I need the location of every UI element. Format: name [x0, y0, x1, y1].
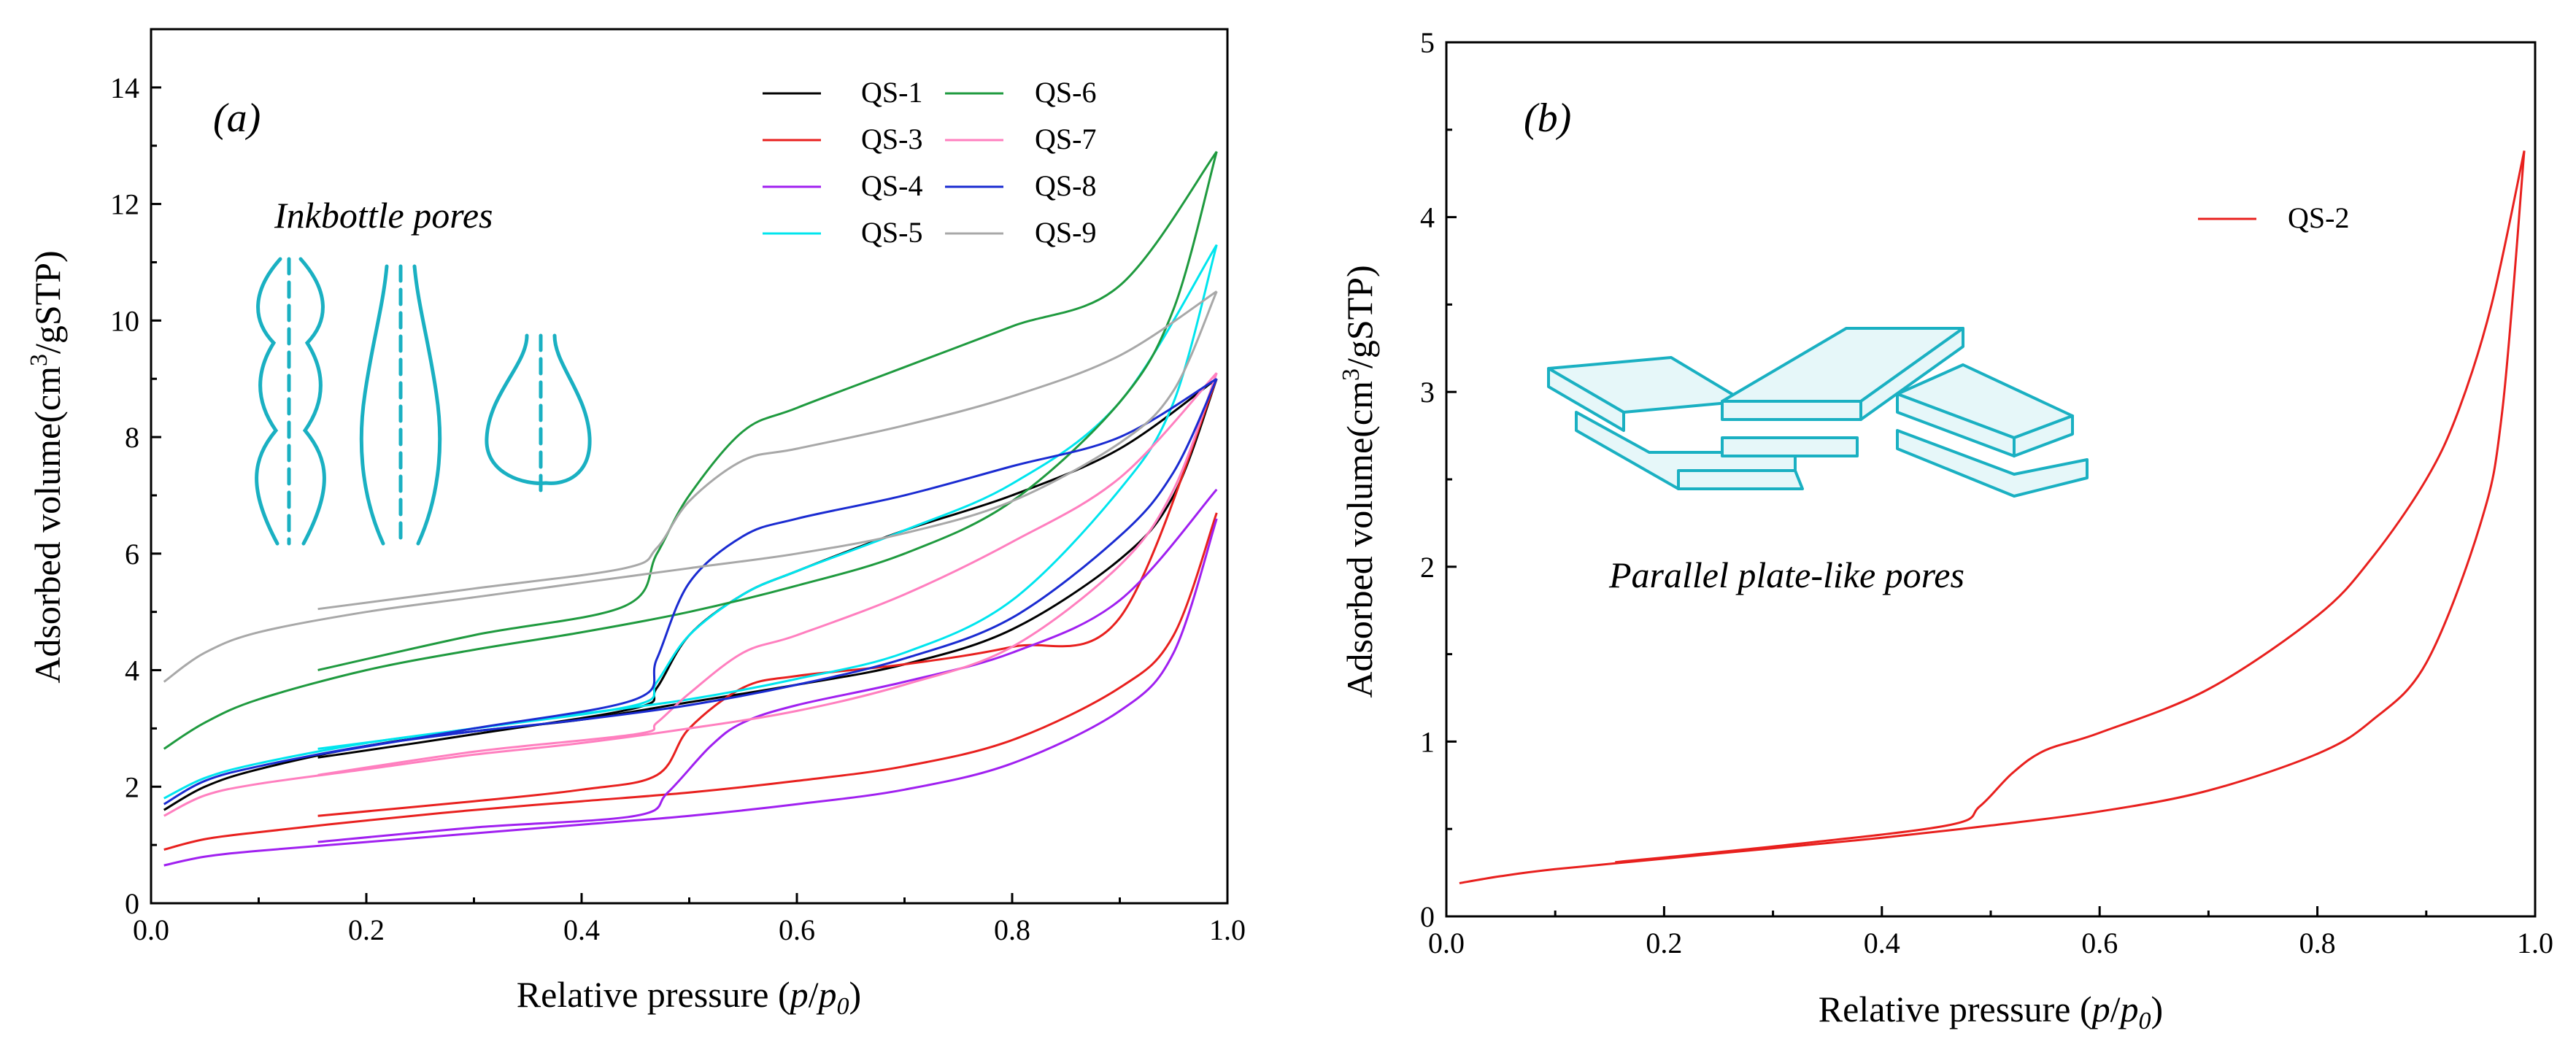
series-qs-4-desorption-line: [317, 488, 1218, 843]
x-tick-label: 1.0: [1209, 913, 1246, 946]
legend-label-qs-6: QS-6: [1035, 76, 1096, 109]
series-qs-9-desorption-line: [317, 290, 1218, 611]
x-tick-label: 0.6: [2081, 927, 2118, 959]
panel-b: 0.0 0.2 0.4 0.6 0.8 1.0 0 1 2 3 4 5 QS-2 (b) Parall…: [1338, 26, 2553, 1035]
x-tick-label: 0.8: [2299, 927, 2336, 959]
series-qs-4-adsorption-line: [163, 518, 1218, 867]
x-tick-label: 0.6: [779, 913, 815, 946]
x-tick-label: 0.0: [133, 913, 169, 946]
x-tick-label: 0.2: [1646, 927, 1682, 959]
x-tick-label: 0.4: [563, 913, 600, 946]
y-tick-label: 10: [110, 304, 139, 337]
series-qs-9-adsorption-line: [163, 290, 1218, 683]
panel-b-axes: 0.0 0.2 0.4 0.6 0.8 1.0 0 1 2 3 4 5: [1420, 26, 2553, 959]
x-tick-label: 0.8: [994, 913, 1030, 946]
panel-b-xlabel: Relative pressure (p/p0): [1819, 989, 2163, 1035]
panel-b-annotation: Parallel plate-like pores: [1608, 554, 1964, 595]
panel-b-ylabel: Adsorbed volume(cm3/gSTP): [1338, 265, 1380, 697]
panel-a-annotation: Inkbottle pores: [274, 195, 493, 236]
series-qs-5-desorption-line: [317, 244, 1218, 750]
series-qs-3-desorption-line: [317, 378, 1218, 817]
series-qs-7-desorption-line: [317, 372, 1218, 776]
y-tick-label: 14: [110, 72, 139, 104]
series-qs-7-adsorption-line: [163, 372, 1218, 817]
y-tick-label: 4: [1420, 201, 1435, 234]
x-tick-label: 0.4: [1864, 927, 1900, 959]
y-tick-label: 5: [1420, 26, 1435, 59]
legend-label-qs-1: QS-1: [861, 76, 922, 109]
y-tick-label: 3: [1420, 376, 1435, 409]
panel-a-ylabel: Adsorbed volume(cm3/gSTP): [26, 250, 68, 683]
panel-b-label: (b): [1524, 96, 1571, 141]
y-tick-label: 0: [1420, 900, 1435, 933]
series-qs-8-desorption-line: [317, 377, 1218, 756]
y-tick-label: 0: [125, 887, 139, 920]
panel-a-xlabel: Relative pressure (p/p0): [517, 974, 861, 1020]
inkbottle-illustration: [255, 257, 592, 546]
series-qs-8-adsorption-line: [163, 378, 1218, 805]
y-tick-label: 4: [125, 654, 139, 687]
y-tick-label: 1: [1420, 725, 1435, 758]
legend-label-qs-9: QS-9: [1035, 216, 1096, 249]
y-tick-label: 12: [110, 188, 139, 221]
x-tick-label: 0.2: [348, 913, 385, 946]
series-qs-6-adsorption-line: [163, 151, 1218, 750]
series-qs-2-desorption-line: [1615, 150, 2526, 864]
series-qs-2-adsorption-line: [1459, 150, 2526, 884]
series-qs-5-adsorption-line: [163, 244, 1218, 800]
legend-label-qs-7: QS-7: [1035, 123, 1096, 155]
panel-a-legend: QS-1 QS-3 QS-4 QS-5 QS-6 QS-7 QS-8 QS-9: [763, 76, 1096, 249]
x-tick-label: 1.0: [2517, 927, 2553, 959]
y-tick-label: 8: [125, 421, 139, 454]
x-tick-label: 0.0: [1428, 927, 1465, 959]
series-qs-6-desorption-line: [317, 150, 1218, 671]
series-qs-1-adsorption-line: [163, 378, 1218, 811]
legend-label-qs-5: QS-5: [861, 216, 922, 249]
legend-label-qs-3: QS-3: [861, 123, 922, 155]
panel-a-frame: [150, 28, 1229, 905]
y-tick-label: 2: [125, 770, 139, 803]
panel-b-curves: [1459, 150, 2526, 884]
panel-a-axes: 0.0 0.2 0.4 0.6 0.8 1.0 0 2 4 6 8 10 12 14: [110, 28, 1246, 946]
panel-a-label: (a): [213, 96, 261, 141]
panel-a-curves: [163, 150, 1218, 867]
y-tick-label: 2: [1420, 551, 1435, 584]
series-qs-3-adsorption-line: [163, 512, 1218, 851]
panel-b-legend: QS-2: [2198, 201, 2349, 234]
parallel-plates-illustration: [1547, 327, 2089, 498]
legend-label-qs-2: QS-2: [2288, 201, 2349, 234]
legend-label-qs-8: QS-8: [1035, 169, 1096, 202]
legend-label-qs-4: QS-4: [861, 169, 922, 202]
y-tick-label: 6: [125, 538, 139, 571]
